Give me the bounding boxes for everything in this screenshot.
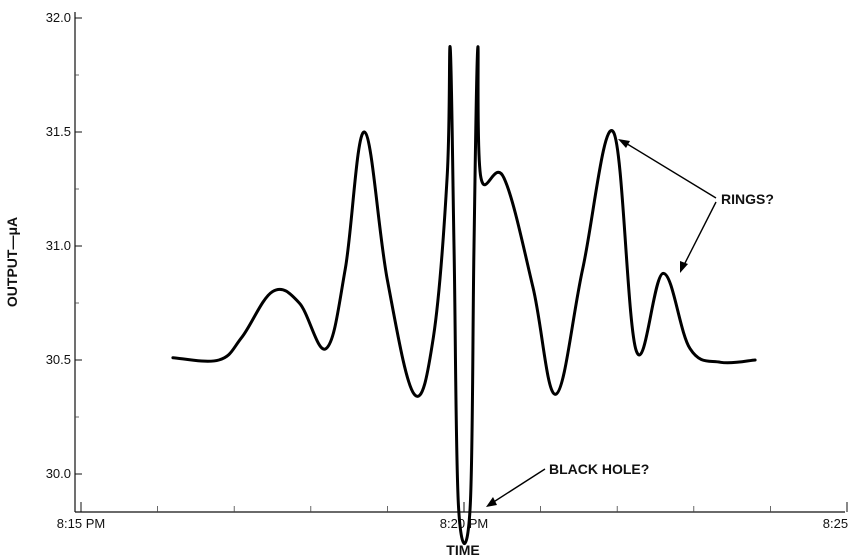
y-tick-label: 31.0 (46, 238, 71, 253)
annotation-black-hole: BLACK HOLE? (549, 461, 649, 477)
series (171, 45, 757, 545)
axes (74, 12, 845, 513)
x-tick-label: 8:15 PM (57, 516, 105, 531)
black-hole-arrowhead (486, 497, 497, 507)
y-axis-title: OUTPUT—μA (4, 217, 20, 307)
x-ticks: 8:15 PM 8:20 PM 8:25 PM (57, 502, 848, 531)
rings-arrow-lower (682, 201, 717, 268)
y-ticks: 30.0 30.5 31.0 31.5 32.0 (46, 10, 82, 481)
x-axis-title: TIME (446, 542, 479, 558)
y-tick-label: 31.5 (46, 124, 71, 139)
y-tick-label: 30.0 (46, 466, 71, 481)
x-tick-label: 8:25 PM (823, 516, 848, 531)
annotations: RINGS? BLACK HOLE? (486, 139, 774, 507)
black-hole-arrow (491, 468, 546, 504)
x-tick-label: 8:20 PM (440, 516, 488, 531)
annotation-rings: RINGS? (721, 191, 774, 207)
rings-arrowhead-lower (680, 261, 688, 273)
rings-arrow-upper (623, 141, 717, 199)
y-tick-label: 30.5 (46, 352, 71, 367)
y-tick-label: 32.0 (46, 10, 71, 25)
rings-arrowhead-upper (618, 139, 630, 148)
series-line-0 (171, 45, 757, 545)
